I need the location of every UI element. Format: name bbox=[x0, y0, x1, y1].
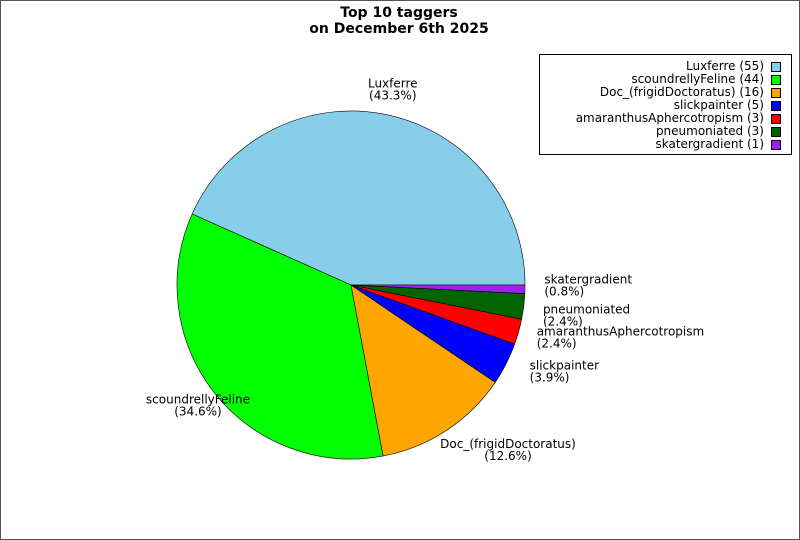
legend-label: pneumoniated (3) bbox=[655, 124, 764, 138]
legend-item: skatergradient (1) bbox=[655, 138, 781, 151]
slice-label: Doc_(frigidDoctoratus) (12.6%) bbox=[440, 437, 576, 463]
legend-swatch bbox=[771, 113, 781, 124]
legend-item: scoundrellyFeline (44) bbox=[631, 73, 781, 86]
chart-title-line-2: on December 6th 2025 bbox=[309, 21, 489, 37]
pie-slice-doc-frigiddoctoratus- bbox=[350, 284, 496, 457]
chart-legend: Luxferre (55) scoundrellyFeline (44) Doc_(… bbox=[539, 54, 792, 155]
slice-label: skatergradient (0.8%) bbox=[544, 273, 632, 299]
legend-label: slickpainter (5) bbox=[673, 98, 764, 112]
legend-swatch bbox=[771, 74, 781, 85]
slice-label: Luxferre (43.3%) bbox=[368, 76, 418, 102]
legend-swatch bbox=[771, 100, 781, 111]
legend-label: amaranthusAphercotropism (3) bbox=[575, 111, 764, 125]
pie-slice-luxferre bbox=[191, 110, 526, 286]
legend-label: skatergradient (1) bbox=[655, 137, 764, 151]
slice-label: pneumoniated (2.4%) bbox=[543, 303, 630, 329]
legend-item: Doc_(frigidDoctoratus) (16) bbox=[600, 86, 781, 99]
legend-swatch bbox=[771, 126, 781, 137]
pie-slice-scoundrellyfeline bbox=[176, 213, 384, 460]
chart-title: Top 10 taggers on December 6th 2025 bbox=[0, 5, 798, 37]
legend-item: slickpainter (5) bbox=[674, 99, 781, 112]
chart-title-line-1: Top 10 taggers bbox=[340, 5, 458, 21]
legend-swatch bbox=[771, 61, 781, 72]
legend-item: pneumoniated (3) bbox=[656, 125, 781, 138]
pie-slice-skatergradient bbox=[350, 284, 526, 294]
slice-label: slickpainter (3.9%) bbox=[530, 359, 599, 385]
legend-swatch bbox=[771, 139, 781, 150]
legend-item: amaranthusAphercotropism (3) bbox=[576, 112, 781, 125]
legend-item: Luxferre (55) bbox=[686, 60, 781, 73]
legend-swatch bbox=[771, 87, 781, 98]
legend-label: scoundrellyFeline (44) bbox=[631, 72, 764, 86]
legend-label: Doc_(frigidDoctoratus) (16) bbox=[599, 85, 764, 99]
slice-label: amaranthusAphercotropism (2.4%) bbox=[537, 324, 705, 350]
legend-label: Luxferre (55) bbox=[685, 59, 764, 73]
slice-label: scoundrellyFeline (34.6%) bbox=[146, 393, 250, 419]
